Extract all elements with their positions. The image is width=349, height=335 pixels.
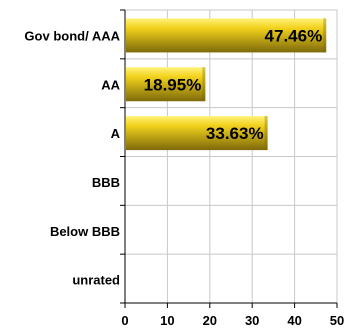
- bar-end-cap: [264, 116, 268, 151]
- x-tick-label: 50: [330, 313, 344, 328]
- bars: [126, 18, 327, 151]
- data-label: 33.63%: [206, 124, 264, 143]
- bar: [126, 116, 268, 151]
- category-label: AA: [101, 77, 120, 92]
- gridlines: [125, 9, 338, 303]
- category-label: Gov bond/ AAA: [24, 28, 120, 43]
- labels: 0 10 20 30 40 50 Gov bond/ AAA 47.46% AA 18.95% A 3…: [24, 26, 344, 328]
- category-label: unrated: [72, 273, 120, 288]
- x-tick-label: 0: [121, 313, 128, 328]
- category-label: BBB: [92, 175, 120, 190]
- category-label: A: [111, 126, 121, 141]
- x-tick-label: 40: [287, 313, 301, 328]
- data-label: 47.46%: [265, 26, 323, 45]
- x-tick-label: 20: [203, 313, 217, 328]
- bar-end-cap: [202, 67, 206, 102]
- x-tick-label: 10: [160, 313, 174, 328]
- bar: [126, 18, 327, 53]
- category-label: Below BBB: [50, 224, 120, 239]
- x-tick-label: 30: [245, 313, 259, 328]
- axes: [120, 9, 338, 308]
- bar: [126, 67, 206, 102]
- data-label: 18.95%: [144, 75, 202, 94]
- bar-end-cap: [323, 18, 327, 53]
